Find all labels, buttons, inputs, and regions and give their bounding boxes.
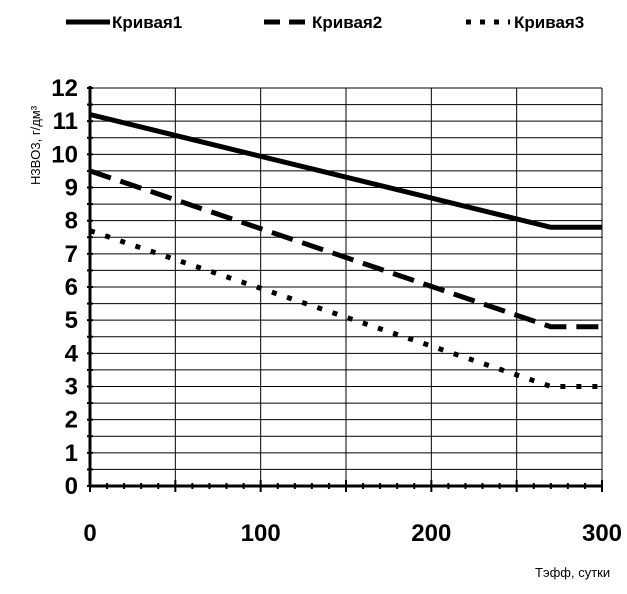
y-tick-label: 11	[53, 108, 78, 135]
legend: Кривая1 Кривая2 Кривая3	[66, 13, 584, 32]
y-axis-label: H3BO3, г/дм³	[28, 105, 43, 185]
y-tick-label: 9	[65, 175, 78, 202]
series-line-3	[89, 228, 602, 389]
x-tick-label: 100	[241, 520, 281, 547]
y-tick-label: 2	[65, 407, 78, 434]
x-tick-label: 0	[83, 520, 96, 547]
y-tick-label: 7	[65, 241, 78, 268]
y-tick-label: 0	[65, 473, 78, 500]
legend-label-series-3: Кривая3	[514, 13, 584, 32]
grid	[90, 87, 603, 487]
y-tick-label: 6	[65, 274, 78, 301]
series	[89, 112, 602, 389]
y-tick-label: 10	[51, 141, 78, 168]
y-tick-label: 1	[65, 440, 78, 467]
y-tick-label: 8	[65, 208, 78, 235]
series-line-1	[89, 112, 602, 230]
y-tick-label: 4	[65, 340, 79, 367]
x-tick-label: 200	[411, 520, 451, 547]
x-axis-label: Тэфф, сутки	[535, 565, 610, 580]
y-tick-label: 12	[51, 75, 78, 102]
series-line-2	[89, 168, 602, 330]
legend-label-series-1: Кривая1	[112, 13, 182, 32]
y-tick-label: 5	[65, 307, 78, 334]
y-tick-label: 3	[65, 374, 78, 401]
x-tick-label: 300	[582, 520, 622, 547]
legend-label-series-2: Кривая2	[312, 13, 382, 32]
